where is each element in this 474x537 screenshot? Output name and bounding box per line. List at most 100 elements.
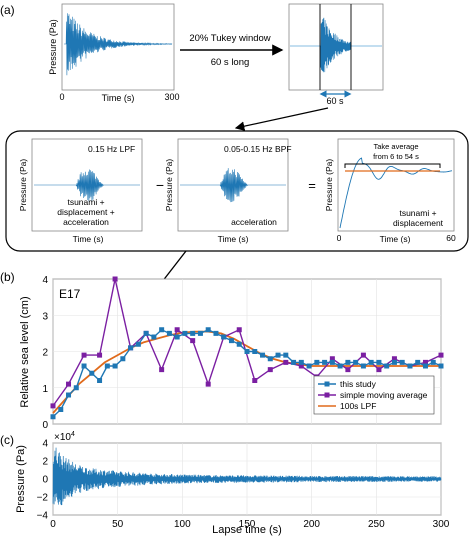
series-moving-average-point [345, 367, 351, 373]
series-this-study-point [252, 349, 258, 354]
raw-pressure-plot: Pressure (Pa) 0 300 Time (s) [48, 3, 180, 103]
bpf-ylabel: Pressure (Pa) [164, 159, 174, 212]
pressure-trace [52, 447, 442, 506]
series-this-study-point [120, 356, 126, 362]
series-moving-average-point [391, 356, 397, 362]
series-this-study-point [399, 359, 405, 365]
lpf-ylabel: Pressure (Pa) [18, 159, 28, 212]
series-this-study-point [228, 338, 234, 344]
series-moving-average-point [422, 359, 428, 365]
series-moving-average-point [376, 367, 382, 373]
series-this-study-point [182, 330, 188, 336]
bpf-note: acceleration [231, 217, 277, 227]
series-this-study-point [197, 330, 203, 336]
lpf-note-1: tsunami + [67, 197, 104, 207]
series-moving-average-point [81, 352, 87, 358]
series-this-study-point [430, 359, 436, 365]
station-label: E17 [59, 287, 81, 301]
result-ylabel: Pressure (Pa) [324, 159, 334, 212]
avg-text-2: from 6 to 54 s [373, 152, 419, 161]
window-to-filter-arrow [234, 107, 329, 131]
pressure-exponent: ×104 [54, 431, 75, 443]
series-this-study-point [81, 363, 87, 369]
lpf-plot: 0.15 Hz LPF Pressure (Pa) Time (s) tsuna… [18, 138, 143, 244]
series-this-study-point [159, 327, 165, 333]
series-this-study-point [314, 359, 320, 365]
sea-level-series [50, 276, 444, 420]
series-this-study-point [66, 392, 72, 398]
series-this-study-point [391, 359, 397, 365]
series-moving-average-point [298, 363, 304, 369]
legend: this study simple moving average 100s LP… [313, 375, 435, 415]
windowed-frame [288, 3, 384, 91]
pressure-ytick: 4 [42, 439, 48, 450]
series-this-study-point [58, 407, 64, 412]
panel-a-label: (a) [0, 3, 15, 17]
minus-sign: − [156, 177, 164, 193]
pressure-chart: 420−2−4 0 50 100 150 200 250 300 ×104 Pressure… [15, 431, 450, 536]
series-moving-average-point [205, 381, 211, 387]
result-frame [337, 138, 455, 232]
series-moving-average-point [438, 352, 444, 358]
result-plot: Take average from 6 to 54 s Pressure (Pa… [324, 138, 456, 244]
series-this-study-point [73, 385, 79, 391]
series-moving-average-point [329, 356, 335, 362]
series-this-study-point [275, 352, 281, 358]
series-this-study-point [415, 359, 421, 365]
series-this-study-point [50, 414, 56, 420]
bpf-frame [177, 138, 289, 232]
raw-pressure-trace [64, 13, 173, 76]
pressure-exponent-power: 4 [71, 431, 75, 438]
raw-pressure-xtick-0: 0 [59, 92, 64, 102]
average-bracket [344, 163, 441, 168]
lpf-trace [34, 169, 140, 202]
pressure-xtick: 300 [433, 519, 450, 530]
series-this-study-point [135, 341, 141, 347]
series-this-study-point [329, 359, 335, 365]
legend-marker-this-study [324, 381, 330, 387]
series-this-study-point [244, 349, 250, 354]
series-moving-average-point [236, 327, 242, 333]
series-moving-average-point [97, 352, 103, 358]
pressure-yticks: 4 2 0 −2 −4 [37, 439, 49, 522]
sea-level-yticks: 0 1 2 3 4 [42, 275, 48, 431]
bpf-trace [180, 168, 286, 203]
series-moving-average-point [360, 352, 366, 358]
tukey-text-2: 60 s long [211, 57, 250, 68]
series-this-study-point [97, 378, 103, 383]
result-note-1: tsunami + [399, 208, 436, 218]
series-moving-average-point [112, 276, 118, 282]
sea-level-ytick: 3 [42, 311, 48, 322]
window-span-label: 60 s [326, 96, 344, 106]
series-this-study-point [376, 359, 382, 365]
series-this-study-point [166, 330, 172, 336]
series-moving-average-point [283, 359, 289, 365]
pressure-ytick: −2 [37, 493, 49, 504]
series-this-study-point [438, 363, 444, 369]
series-this-study-point [236, 341, 242, 347]
series-this-study-point [128, 345, 134, 351]
sea-level-ytick: 0 [42, 420, 48, 431]
legend-marker-moving-average [324, 392, 330, 398]
pressure-xtick: 100 [174, 519, 191, 530]
legend-label-moving-average: simple moving average [340, 390, 428, 400]
raw-pressure-xtick-300: 300 [164, 92, 179, 102]
series-this-study-point [345, 359, 351, 365]
sea-level-chart: 0 1 2 3 4 E17 Relative sea level (cm) this s… [19, 275, 444, 431]
series-this-study-point [89, 370, 95, 376]
result-xtick-0: 0 [337, 233, 342, 243]
pressure-xtick: 50 [112, 519, 124, 530]
series-moving-average-line [52, 278, 442, 407]
windowed-plot: 60 s [288, 3, 384, 106]
pressure-ytick: 2 [42, 457, 48, 468]
pressure-xtick: 200 [303, 519, 320, 530]
raw-pressure-xlabel: Time (s) [102, 93, 135, 103]
result-xlabel: Time (s) [380, 234, 411, 244]
sea-level-ytick: 1 [42, 384, 48, 395]
series-moving-average-point [252, 378, 258, 383]
series-this-study-point [407, 363, 413, 369]
series-moving-average-point [190, 338, 196, 344]
series-moving-average-point [50, 403, 56, 409]
series-this-study-point [337, 363, 343, 369]
